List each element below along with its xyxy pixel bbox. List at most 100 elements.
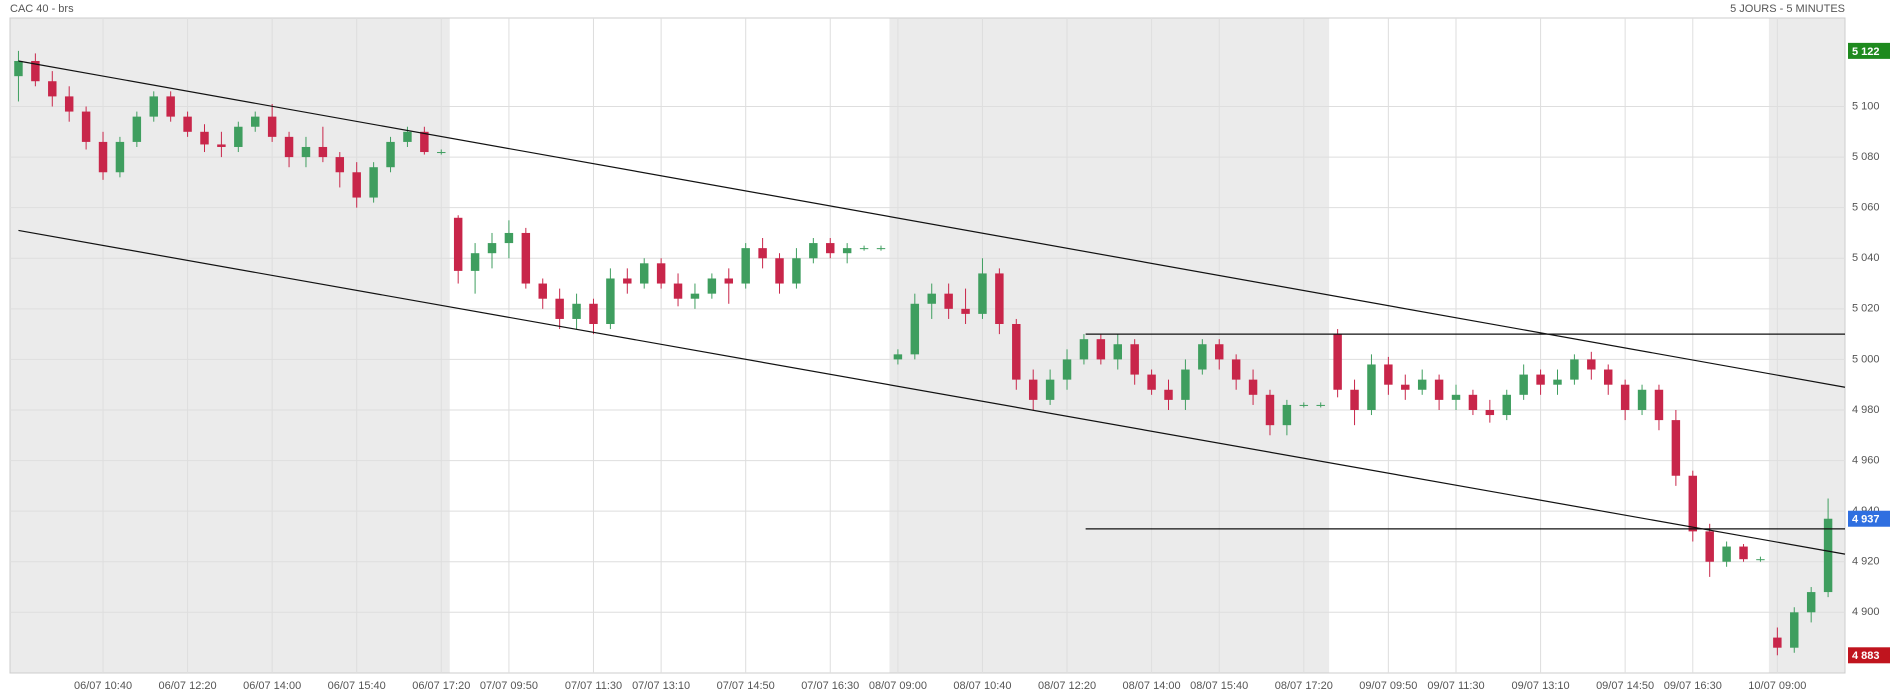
candle-body [200, 131, 209, 145]
candle-body [1096, 339, 1106, 360]
candle-body [758, 248, 767, 259]
candle-body [1570, 359, 1579, 380]
x-tick-label: 06/07 12:20 [159, 680, 217, 692]
candle-body [944, 293, 953, 309]
candle-body [893, 354, 903, 360]
candle-body [826, 243, 835, 254]
candle-body [1806, 592, 1816, 613]
candle-body [1688, 475, 1698, 532]
y-tick-label: 4 980 [1852, 404, 1880, 416]
candle-body [707, 278, 717, 294]
candle-body [1062, 359, 1072, 380]
candle-body [318, 146, 328, 158]
candle-body [234, 126, 243, 147]
candle-body [1756, 559, 1765, 561]
x-tick-label: 09/07 14:50 [1596, 680, 1654, 692]
candle-body [470, 253, 480, 271]
candle-body [1164, 389, 1173, 400]
candle-body [1536, 374, 1545, 385]
candle-body [978, 273, 987, 314]
candle-body [961, 308, 970, 314]
candle-body [1265, 394, 1275, 426]
candle-body [1367, 364, 1376, 410]
candle-body [217, 144, 226, 147]
candle-body [1620, 384, 1630, 410]
x-tick-label: 08/07 17:20 [1275, 680, 1333, 692]
x-tick-label: 06/07 17:20 [412, 680, 470, 692]
candle-body [284, 136, 294, 158]
candle-body [31, 60, 40, 82]
candle-body [352, 172, 361, 198]
candle-body [1079, 339, 1089, 360]
x-tick-label: 09/07 11:30 [1427, 680, 1484, 692]
candle-body [335, 157, 345, 173]
candle-body [1722, 546, 1731, 562]
x-tick-label: 10/07 09:00 [1748, 680, 1806, 692]
candle-body [132, 116, 142, 142]
x-tick-label: 09/07 13:10 [1512, 680, 1570, 692]
candle-body [1451, 394, 1461, 400]
candle-body [842, 248, 852, 254]
candle-body [555, 298, 564, 319]
candle-body [386, 141, 395, 168]
candle-body [1012, 324, 1021, 380]
background [10, 18, 1845, 673]
price-badge [1848, 647, 1890, 664]
candle-body [453, 217, 463, 271]
candle-body [1468, 394, 1478, 410]
candle-body [656, 263, 666, 284]
candle-body [183, 116, 192, 132]
x-tick-label: 08/07 09:00 [869, 680, 927, 692]
candle-body [81, 111, 91, 142]
candle-body [1823, 518, 1833, 593]
candle-body [504, 232, 514, 244]
candle-body [1384, 364, 1393, 385]
chart-subtitle: 5 JOURS - 5 MINUTES [1730, 3, 1845, 15]
candle-body [995, 273, 1004, 325]
candle-body [1333, 334, 1342, 390]
candle-body [1299, 404, 1309, 406]
x-tick-label: 08/07 14:00 [1123, 680, 1181, 692]
candle-body [792, 258, 801, 284]
candle-body [14, 60, 23, 77]
candle-body [1113, 344, 1122, 360]
session-shade [1768, 18, 1845, 673]
candle-body [1739, 546, 1748, 560]
session-shade [10, 18, 450, 673]
candle-body [369, 167, 378, 198]
candle-body [876, 248, 886, 250]
price-badge-label: 5 122 [1852, 46, 1880, 58]
y-tick-label: 4 960 [1852, 454, 1880, 466]
price-badge-label: 4 883 [1852, 650, 1880, 662]
candle-body [690, 293, 700, 299]
candle-body [639, 263, 649, 284]
candle-body [420, 131, 429, 153]
x-tick-label: 06/07 15:40 [328, 680, 386, 692]
candle-body [1316, 404, 1325, 406]
x-tick-label: 08/07 15:40 [1190, 680, 1248, 692]
candle-body [403, 131, 412, 142]
price-badge [1848, 510, 1890, 527]
candle-body [910, 303, 920, 355]
candle-body [1231, 359, 1241, 380]
candle-body [1485, 409, 1495, 416]
chart-title: CAC 40 - brs [10, 3, 74, 15]
x-tick-label: 07/07 09:50 [480, 680, 538, 692]
session-shade [889, 18, 1330, 673]
candle-body [572, 303, 581, 319]
y-tick-label: 5 060 [1852, 202, 1880, 214]
y-tick-label: 5 100 [1852, 100, 1880, 112]
candle-body [1671, 420, 1681, 476]
trendline [18, 60, 1846, 388]
candle-body [673, 283, 683, 299]
candle-body [267, 116, 277, 137]
candle-body [1773, 637, 1782, 648]
y-tick-label: 5 000 [1852, 353, 1880, 365]
candle-body [1181, 369, 1190, 400]
y-tick-label: 4 900 [1852, 606, 1880, 618]
x-tick-label: 06/07 14:00 [243, 680, 301, 692]
candle-body [1147, 374, 1156, 390]
candle-body [1028, 379, 1038, 400]
candle-body [1637, 389, 1647, 410]
